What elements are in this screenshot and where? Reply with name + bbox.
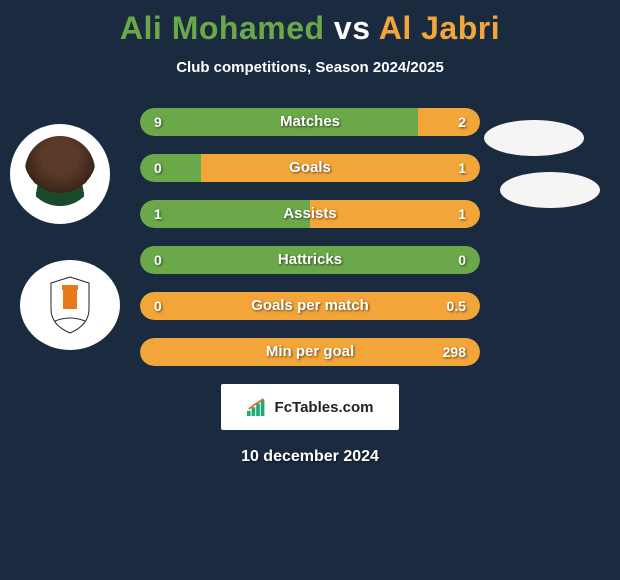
title-vs: vs: [325, 10, 379, 46]
stat-row: 92Matches: [140, 108, 480, 136]
fctables-icon: [247, 398, 269, 416]
stat-label: Goals: [140, 154, 480, 182]
stat-row: 298Min per goal: [140, 338, 480, 366]
player1-silhouette: [25, 136, 95, 206]
stat-row: 00Hattricks: [140, 246, 480, 274]
branding-label: FcTables.com: [275, 399, 374, 416]
branding-badge: FcTables.com: [221, 384, 399, 430]
stat-row: 01Goals: [140, 154, 480, 182]
player1-avatar: [10, 124, 110, 224]
stat-row: 11Assists: [140, 200, 480, 228]
stat-label: Min per goal: [140, 338, 480, 366]
player2-avatar-placeholder: [484, 120, 584, 156]
page-title: Ali Mohamed vs Al Jabri: [0, 0, 620, 47]
player1-club-logo: [20, 260, 120, 350]
stat-label: Goals per match: [140, 292, 480, 320]
footer-date: 10 december 2024: [0, 448, 620, 466]
stat-label: Hattricks: [140, 246, 480, 274]
player2-club-logo-placeholder: [500, 172, 600, 208]
stat-label: Assists: [140, 200, 480, 228]
stat-row: 00.5Goals per match: [140, 292, 480, 320]
title-player1: Ali Mohamed: [120, 10, 325, 46]
subtitle: Club competitions, Season 2024/2025: [0, 59, 620, 76]
club-logo-icon: [45, 275, 95, 335]
title-player2: Al Jabri: [379, 10, 500, 46]
stat-label: Matches: [140, 108, 480, 136]
